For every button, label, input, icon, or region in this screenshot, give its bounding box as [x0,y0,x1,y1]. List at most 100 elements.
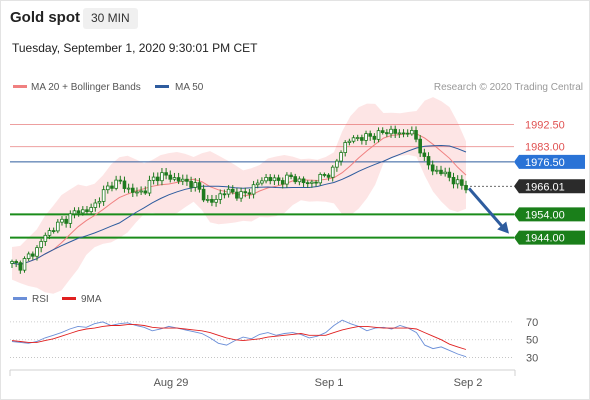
legend-swatch-rsi [13,297,27,300]
candle [51,227,56,234]
bollinger-band [12,97,466,294]
candle [201,184,206,203]
candle [214,195,218,207]
candle [235,188,239,201]
candle [85,205,89,214]
candle [364,130,368,146]
candle [81,206,85,216]
candle [368,130,373,141]
candle [351,135,356,144]
x-tick-label: Sep 2 [454,377,483,389]
candle [460,175,464,190]
candle [372,133,377,144]
candle [418,135,422,157]
candle [105,181,110,194]
candle [272,174,277,186]
candle [89,203,93,215]
candle [39,238,43,253]
candle [168,170,173,183]
legend-swatch-9ma [62,297,76,300]
rsi-line [11,319,467,358]
candle [410,126,414,136]
candle [293,173,298,185]
candle [172,172,177,182]
price-level-label: 1966.01 [514,179,585,194]
candle [401,129,406,138]
candle [276,174,281,186]
candle [305,180,310,188]
candle [243,187,248,198]
candle [110,181,114,192]
price-level-value: 1992.50 [525,120,565,132]
candle [14,259,18,268]
candle [93,199,98,212]
x-axis: Aug 29 Sep 1 Sep 2 [9,369,516,389]
candle [376,127,381,143]
price-level-tag [514,154,585,169]
candle [310,179,314,188]
candle [210,194,214,207]
candle [389,125,393,138]
candle [122,176,127,193]
candle [322,172,327,178]
candle [435,165,439,175]
candle [64,215,68,228]
candle [347,138,352,146]
candle [139,186,143,196]
candle [164,167,168,180]
chart-legend: MA 20 + Bollinger Bands MA 50 Research ©… [13,82,583,93]
candle [247,188,252,199]
candle [126,183,131,194]
candle [260,177,264,186]
candle [464,180,468,194]
candle [343,140,348,157]
candle [72,207,77,219]
candle [68,210,73,229]
candle [268,174,273,185]
candle [330,165,335,182]
instrument-title: Gold spot [10,9,80,26]
timeframe-badge[interactable]: 30 MIN [83,8,138,29]
candle [155,172,160,186]
candle [205,194,210,203]
candle [326,173,331,181]
price-level-labels: 1992.50 1983.00 1976.50 1966.01 1954.00 1944.… [514,120,585,245]
candle [385,129,389,137]
price-level-label: 1954.00 [514,207,585,222]
legend-label-9ma: 9MA [81,294,102,305]
candle [43,232,48,246]
forecast-arrow-head [497,221,509,234]
price-level-tag [514,179,585,194]
candle [255,179,260,189]
candle [22,256,27,273]
chart-credit: Research © 2020 Trading Central [434,82,583,93]
x-tick-label: Aug 29 [154,377,189,389]
price-levels [10,124,514,239]
candle [335,158,339,172]
candle [285,172,289,188]
candle [451,172,456,189]
candle [193,178,198,192]
candle [180,174,185,186]
candle [76,207,81,217]
candle [439,165,443,176]
candle [143,186,148,195]
candle [18,260,23,274]
candle [264,173,268,184]
candle [301,176,306,187]
candle [280,177,285,189]
candle [31,251,35,260]
candle [297,176,302,186]
candle [226,185,231,198]
candle [101,185,106,206]
candle [397,129,402,138]
legend-swatch-ma50 [155,85,169,88]
legend-label-ma20: MA 20 + Bollinger Bands [31,82,141,93]
candle [176,172,181,185]
candle [314,179,318,187]
candle [289,172,293,180]
candle [130,183,135,198]
candle [360,134,364,145]
candle [26,251,31,261]
